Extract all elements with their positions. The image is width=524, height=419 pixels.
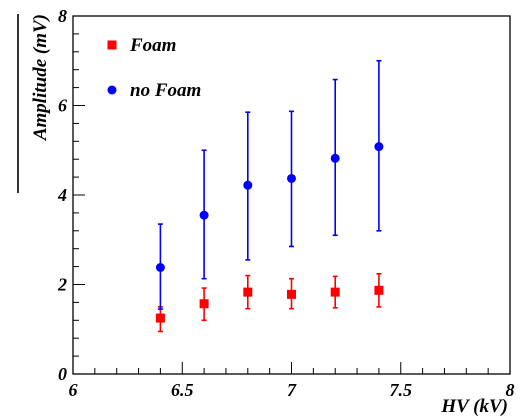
- legend-marker: [107, 40, 117, 50]
- data-point: [199, 299, 209, 309]
- y-tick-label: 6: [58, 96, 67, 116]
- data-point: [374, 142, 384, 152]
- data-point: [330, 153, 340, 163]
- y-tick-label: 2: [57, 275, 67, 295]
- data-point: [155, 313, 165, 323]
- data-point: [243, 180, 253, 190]
- data-point: [199, 210, 209, 220]
- data-point: [155, 262, 165, 272]
- data-point: [287, 173, 296, 183]
- x-tick-label: 6: [69, 380, 78, 400]
- legend-marker: [107, 85, 117, 95]
- y-tick-label: 8: [58, 6, 67, 26]
- x-tick-label: 7: [287, 380, 297, 400]
- y-tick-label: 4: [57, 185, 67, 205]
- x-tick-label: 6.5: [171, 380, 194, 400]
- y-axis-title: Amplitude (mV): [30, 14, 51, 141]
- y-tick-label: 0: [58, 364, 67, 384]
- x-tick-label: 7.5: [390, 380, 413, 400]
- data-point: [287, 289, 296, 299]
- series-no-foam: [155, 59, 384, 310]
- data-point: [243, 287, 253, 297]
- legend-label: no Foam: [130, 80, 201, 101]
- data-point: [374, 285, 384, 295]
- series-layer: [155, 59, 384, 333]
- plot-axes: 6 6.5 7 7.5 8 0 2 4 6 8: [57, 6, 515, 400]
- x-tick-label: 8: [506, 380, 515, 400]
- series-foam: [155, 272, 384, 333]
- legend: Foam no Foam: [107, 35, 201, 101]
- legend-label: Foam: [129, 35, 176, 56]
- data-point: [330, 287, 340, 297]
- x-axis-title: HV (kV): [440, 396, 508, 417]
